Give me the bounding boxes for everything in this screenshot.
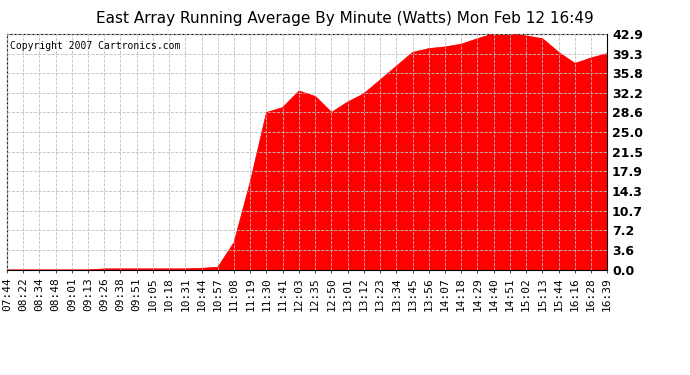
Text: Copyright 2007 Cartronics.com: Copyright 2007 Cartronics.com	[10, 41, 180, 51]
Text: East Array Running Average By Minute (Watts) Mon Feb 12 16:49: East Array Running Average By Minute (Wa…	[96, 11, 594, 26]
